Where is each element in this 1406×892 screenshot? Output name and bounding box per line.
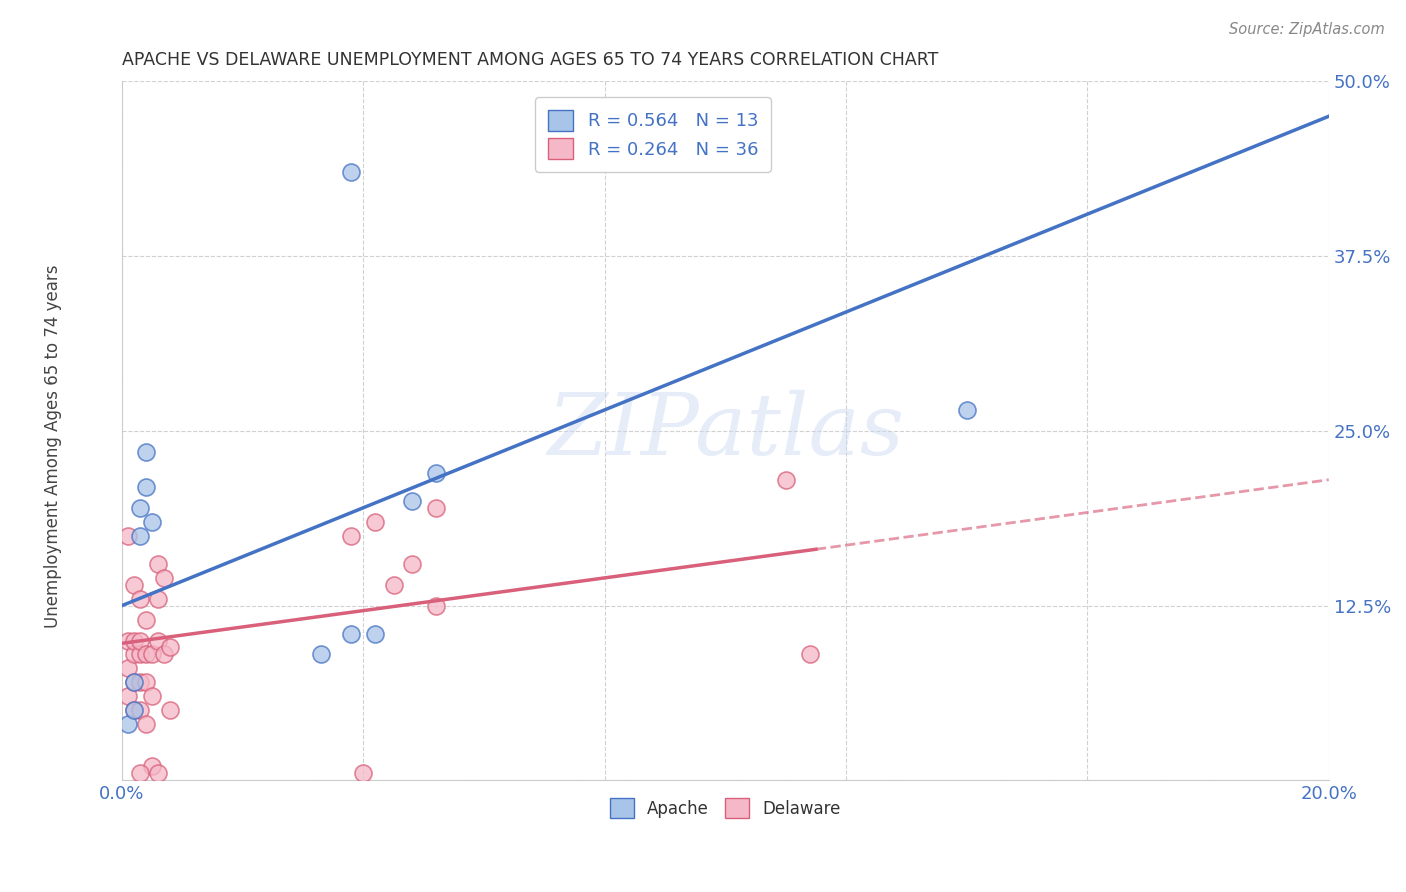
Point	[117, 633, 139, 648]
Point	[141, 515, 163, 529]
Point	[148, 633, 170, 648]
Point	[129, 766, 152, 780]
Point	[129, 529, 152, 543]
Point	[401, 493, 423, 508]
Point	[122, 675, 145, 690]
Point	[799, 648, 821, 662]
Text: Unemployment Among Ages 65 to 74 years: Unemployment Among Ages 65 to 74 years	[45, 264, 62, 628]
Point	[340, 626, 363, 640]
Text: Source: ZipAtlas.com: Source: ZipAtlas.com	[1229, 22, 1385, 37]
Point	[129, 633, 152, 648]
Point	[425, 466, 447, 480]
Point	[364, 626, 387, 640]
Point	[159, 703, 181, 717]
Point	[364, 515, 387, 529]
Point	[122, 703, 145, 717]
Point	[122, 675, 145, 690]
Point	[141, 690, 163, 704]
Point	[122, 633, 145, 648]
Text: APACHE VS DELAWARE UNEMPLOYMENT AMONG AGES 65 TO 74 YEARS CORRELATION CHART: APACHE VS DELAWARE UNEMPLOYMENT AMONG AG…	[122, 51, 938, 69]
Point	[148, 591, 170, 606]
Point	[309, 648, 332, 662]
Point	[135, 675, 157, 690]
Point	[401, 557, 423, 571]
Point	[122, 577, 145, 591]
Point	[352, 766, 374, 780]
Point	[135, 613, 157, 627]
Point	[117, 690, 139, 704]
Point	[117, 661, 139, 675]
Text: ZIPatlas: ZIPatlas	[547, 390, 904, 472]
Point	[340, 529, 363, 543]
Point	[148, 557, 170, 571]
Point	[425, 500, 447, 515]
Point	[117, 717, 139, 731]
Point	[135, 444, 157, 458]
Point	[129, 675, 152, 690]
Point	[159, 640, 181, 655]
Point	[956, 402, 979, 417]
Point	[153, 571, 176, 585]
Point	[382, 577, 405, 591]
Point	[122, 703, 145, 717]
Point	[129, 500, 152, 515]
Legend: Apache, Delaware: Apache, Delaware	[603, 792, 848, 824]
Point	[775, 473, 797, 487]
Point	[122, 648, 145, 662]
Point	[135, 717, 157, 731]
Point	[117, 529, 139, 543]
Point	[425, 599, 447, 613]
Point	[135, 480, 157, 494]
Point	[141, 648, 163, 662]
Point	[340, 165, 363, 179]
Point	[153, 648, 176, 662]
Point	[129, 648, 152, 662]
Point	[148, 766, 170, 780]
Point	[129, 703, 152, 717]
Point	[129, 591, 152, 606]
Point	[135, 648, 157, 662]
Point	[141, 759, 163, 773]
